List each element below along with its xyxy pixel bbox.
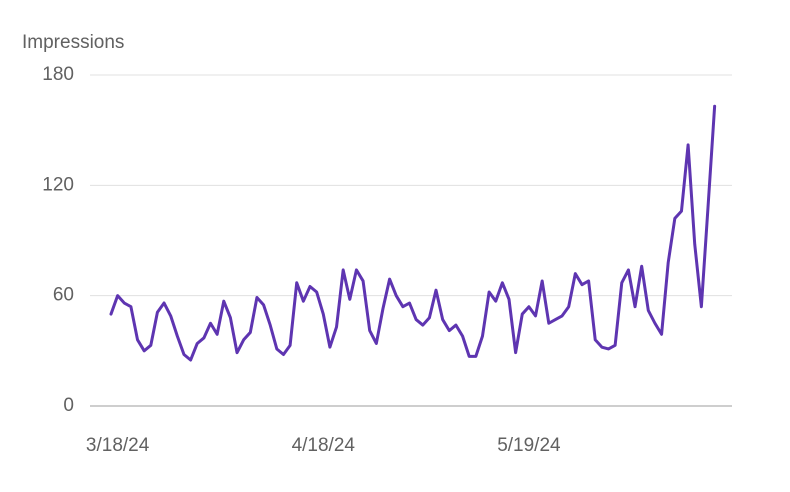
y-tick-label: 60 bbox=[53, 285, 74, 306]
x-tick-label: 3/18/24 bbox=[86, 435, 150, 456]
x-tick-label: 5/19/24 bbox=[497, 435, 561, 456]
y-tick-label: 180 bbox=[42, 64, 74, 85]
y-tick-label: 0 bbox=[63, 395, 74, 416]
x-tick-label: 4/18/24 bbox=[292, 435, 356, 456]
y-tick-label: 120 bbox=[42, 174, 74, 195]
series-line bbox=[109, 104, 717, 362]
y-axis-label: Impressions bbox=[22, 32, 124, 53]
